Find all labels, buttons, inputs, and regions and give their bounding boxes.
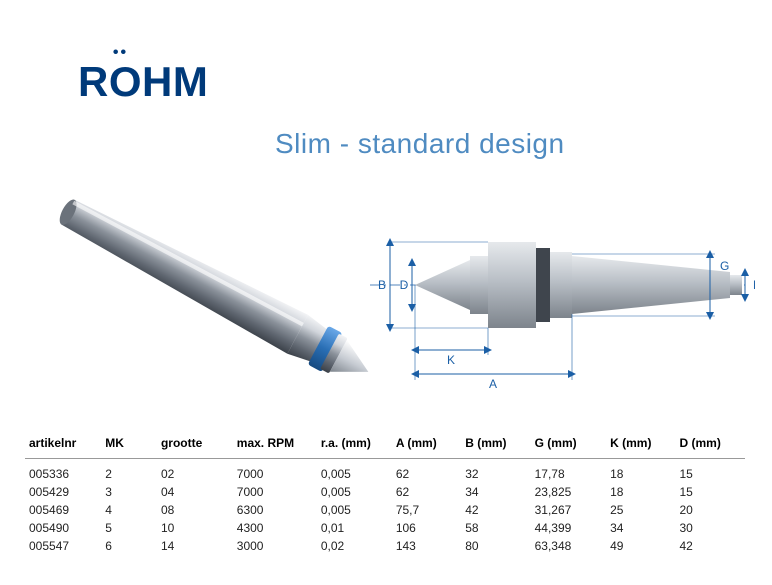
- table-cell: 005547: [25, 537, 101, 555]
- table-cell: 31,267: [531, 501, 607, 519]
- table-cell: 63,348: [531, 537, 607, 555]
- table-cell: 14: [157, 537, 233, 555]
- table-cell: 005490: [25, 519, 101, 537]
- table-cell: 143: [392, 537, 461, 555]
- table-cell: 44,399: [531, 519, 607, 537]
- table-cell: 0,005: [317, 501, 392, 519]
- table-cell: 3000: [233, 537, 317, 555]
- table-cell: 6: [101, 537, 157, 555]
- table-cell: 08: [157, 501, 233, 519]
- col-b: B (mm): [461, 430, 530, 459]
- table-cell: 0,02: [317, 537, 392, 555]
- table-row: 00533620270000,005623217,781815: [25, 459, 745, 484]
- table-cell: 32: [461, 459, 530, 484]
- table-cell: 005469: [25, 501, 101, 519]
- table-cell: 02: [157, 459, 233, 484]
- table-cell: 18: [606, 459, 675, 484]
- table-cell: 49: [606, 537, 675, 555]
- table-cell: 4300: [233, 519, 317, 537]
- table-cell: 7000: [233, 459, 317, 484]
- col-grootte: grootte: [157, 430, 233, 459]
- table-cell: 34: [606, 519, 675, 537]
- table-cell: 20: [676, 501, 746, 519]
- table-cell: 30: [676, 519, 746, 537]
- table-cell: 62: [392, 483, 461, 501]
- table-row: 00542930470000,005623423,8251815: [25, 483, 745, 501]
- table-cell: 42: [676, 537, 746, 555]
- dim-k-label: K: [447, 353, 455, 367]
- table-cell: 005429: [25, 483, 101, 501]
- table-row: 00549051043000,011065844,3993430: [25, 519, 745, 537]
- table-cell: 25: [606, 501, 675, 519]
- table-cell: 23,825: [531, 483, 607, 501]
- table-cell: 15: [676, 483, 746, 501]
- page-title: Slim - standard design: [275, 128, 565, 160]
- table-cell: 0,005: [317, 459, 392, 484]
- table-cell: 4: [101, 501, 157, 519]
- table-cell: 18: [606, 483, 675, 501]
- col-mk: MK: [101, 430, 157, 459]
- dim-d-label: D: [400, 278, 409, 292]
- table-cell: 75,7: [392, 501, 461, 519]
- table-cell: 42: [461, 501, 530, 519]
- table-cell: 106: [392, 519, 461, 537]
- dim-m-label: M: [753, 278, 755, 292]
- logo-r: R: [78, 58, 109, 105]
- dim-g-label: G: [720, 259, 729, 273]
- table-cell: 5: [101, 519, 157, 537]
- col-artikelnr: artikelnr: [25, 430, 101, 459]
- logo-hm: HM: [142, 58, 208, 105]
- product-render: [30, 175, 380, 395]
- spec-table: artikelnr MK grootte max. RPM r.a. (mm) …: [25, 430, 745, 555]
- table-row: 00546940863000,00575,74231,2672520: [25, 501, 745, 519]
- table-cell: 3: [101, 483, 157, 501]
- table-cell: 6300: [233, 501, 317, 519]
- table-header-row: artikelnr MK grootte max. RPM r.a. (mm) …: [25, 430, 745, 459]
- col-d: D (mm): [676, 430, 746, 459]
- table-cell: 04: [157, 483, 233, 501]
- col-ra: r.a. (mm): [317, 430, 392, 459]
- col-maxrpm: max. RPM: [233, 430, 317, 459]
- dim-b-label: B: [378, 278, 386, 292]
- table-cell: 10: [157, 519, 233, 537]
- col-k: K (mm): [606, 430, 675, 459]
- table-cell: 17,78: [531, 459, 607, 484]
- table-cell: 7000: [233, 483, 317, 501]
- col-a: A (mm): [392, 430, 461, 459]
- col-g: G (mm): [531, 430, 607, 459]
- dim-a-label: A: [489, 377, 497, 390]
- table-cell: 15: [676, 459, 746, 484]
- table-row: 00554761430000,021438063,3484942: [25, 537, 745, 555]
- table-cell: 005336: [25, 459, 101, 484]
- rohm-logo: ROHM: [78, 58, 208, 106]
- table-cell: 34: [461, 483, 530, 501]
- table-cell: 0,005: [317, 483, 392, 501]
- logo-o: O: [109, 58, 142, 105]
- table-cell: 0,01: [317, 519, 392, 537]
- table-cell: 80: [461, 537, 530, 555]
- technical-diagram: B D K A G M: [360, 190, 755, 390]
- table-cell: 2: [101, 459, 157, 484]
- table-cell: 58: [461, 519, 530, 537]
- table-cell: 62: [392, 459, 461, 484]
